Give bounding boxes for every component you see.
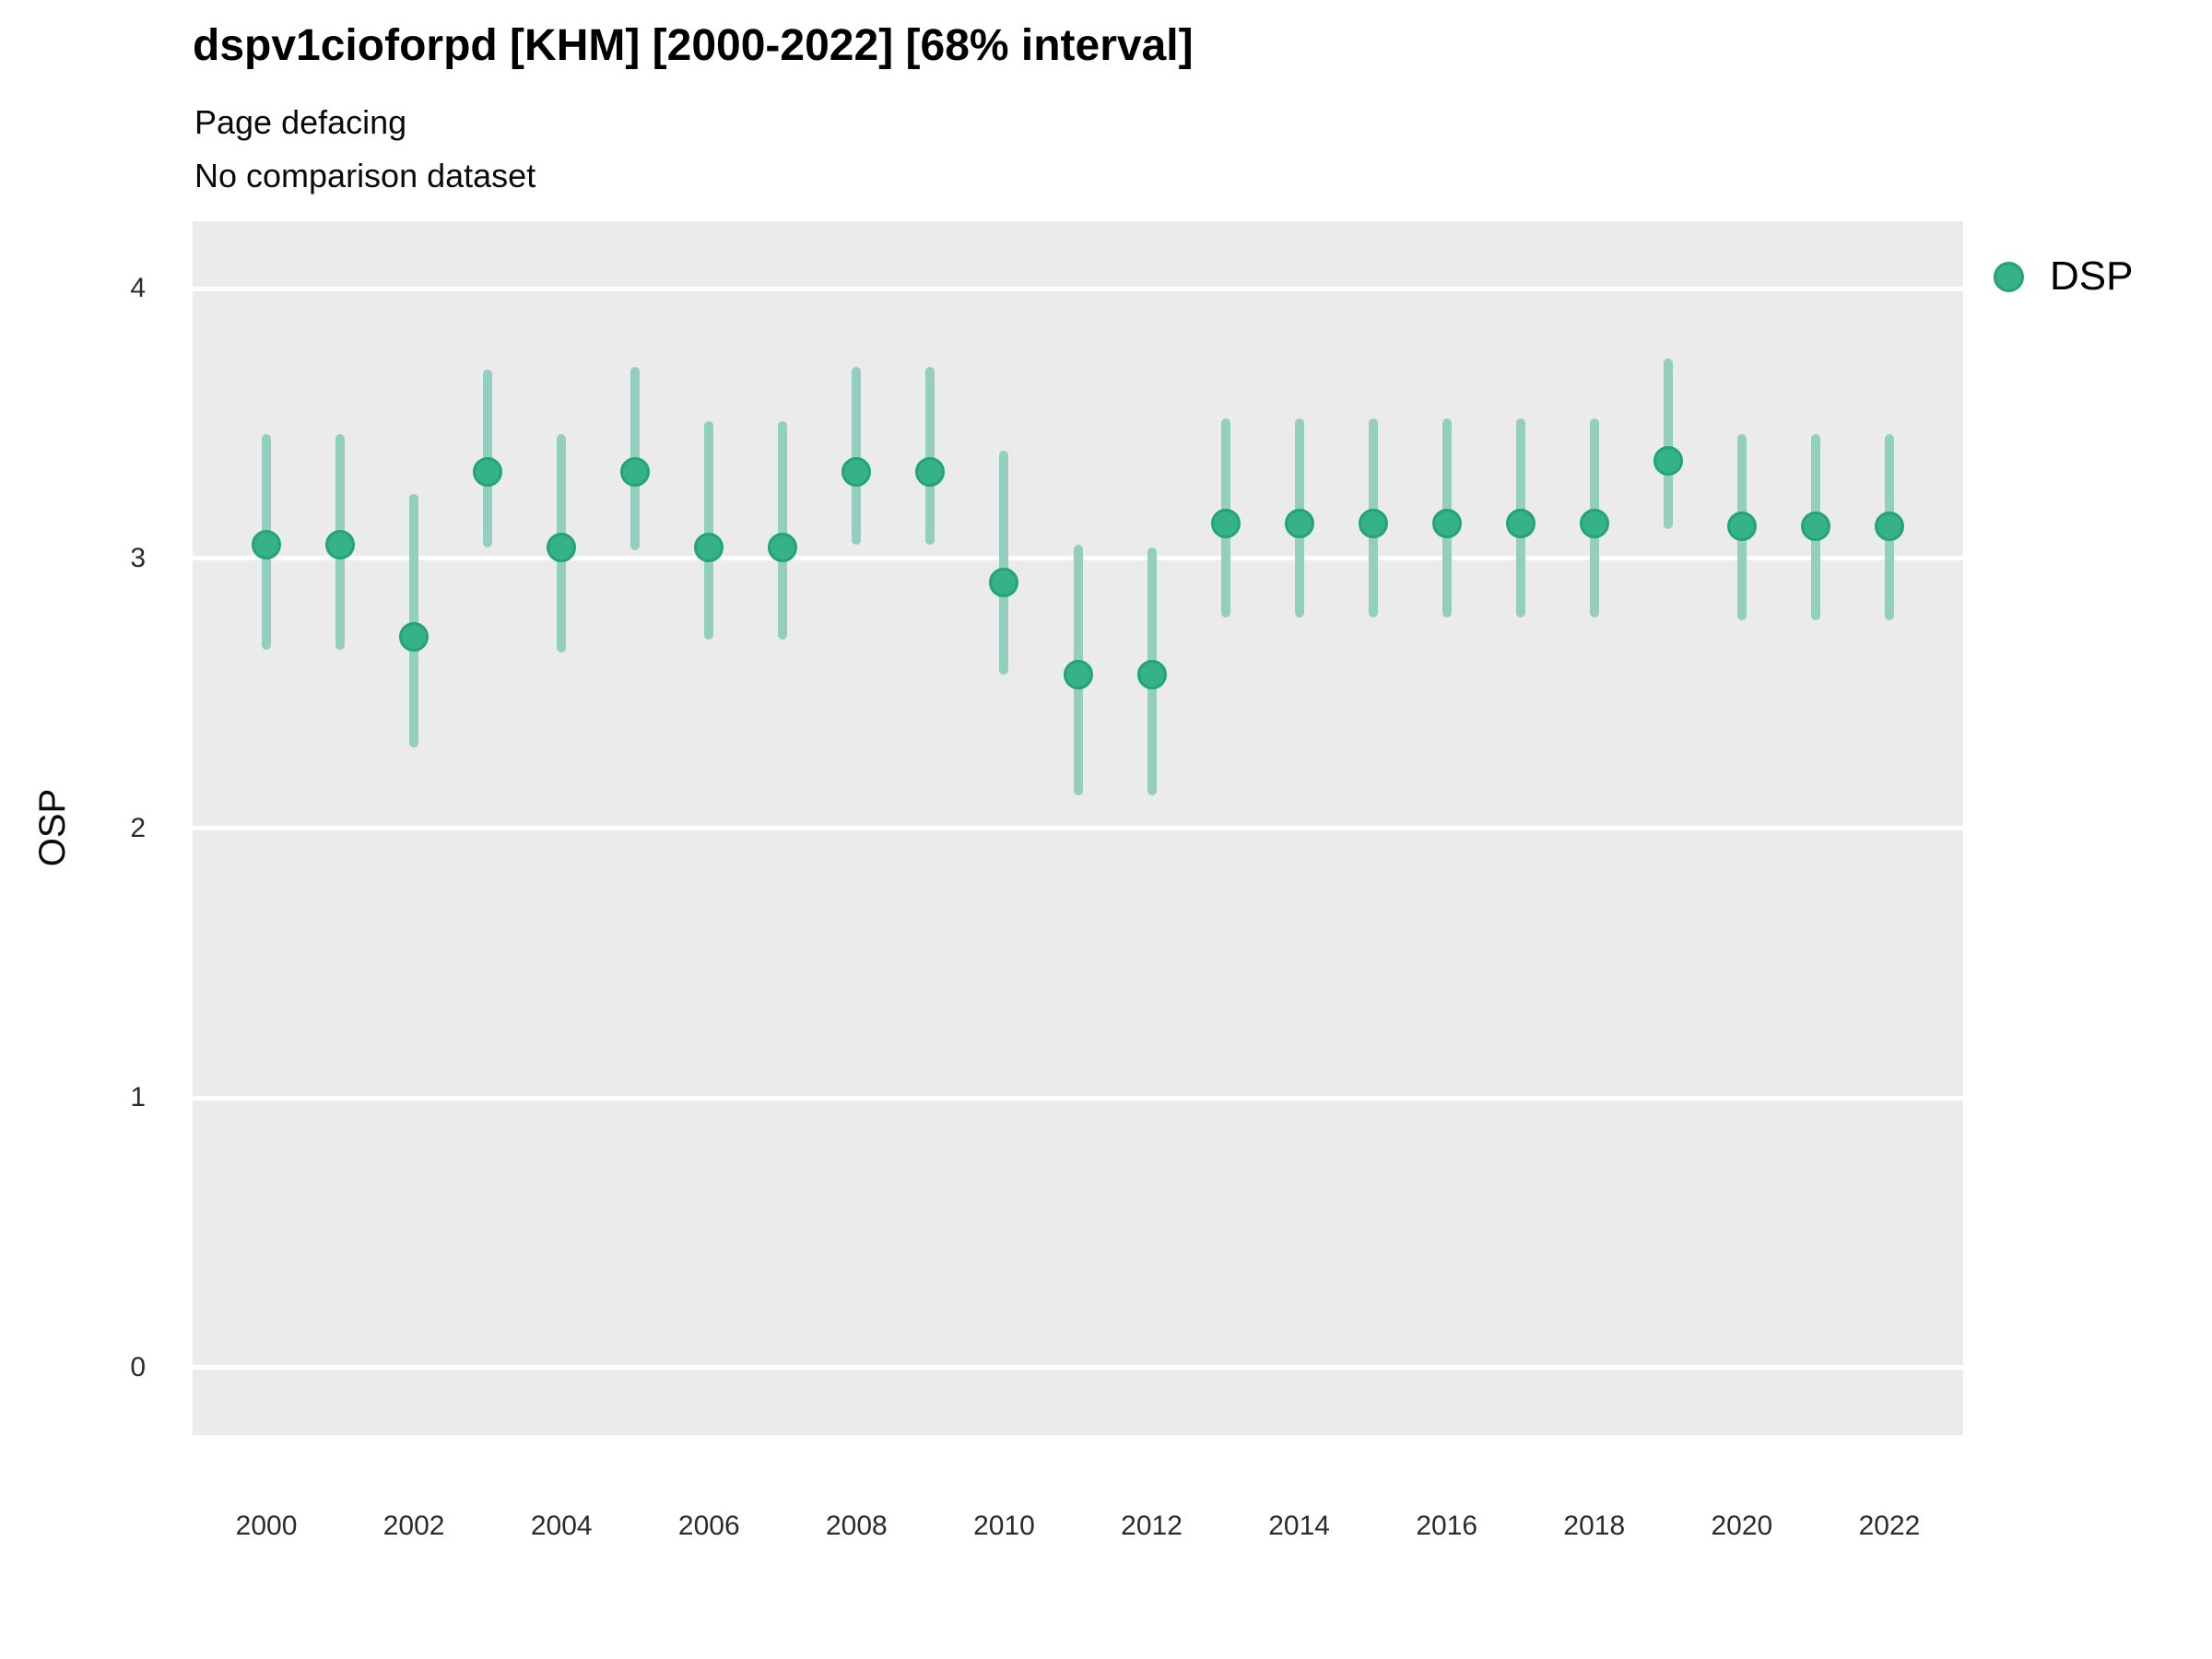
interval-line	[925, 367, 935, 546]
point-marker	[1136, 659, 1167, 689]
x-tick-label: 2020	[1711, 1511, 1773, 1541]
y-tick-label: 0	[130, 1351, 146, 1382]
gridline-y-4	[193, 286, 1963, 291]
y-tick-label: 4	[130, 273, 146, 304]
interval-line	[778, 420, 788, 640]
x-tick-label: 2002	[382, 1511, 445, 1541]
gridline-y-1	[193, 1095, 1963, 1100]
legend-point-icon	[1994, 261, 2024, 292]
interval-line	[852, 367, 862, 546]
point-marker	[989, 568, 1019, 598]
point-marker	[768, 533, 798, 563]
x-tick-label: 2000	[235, 1511, 298, 1541]
y-tick-label: 2	[130, 812, 146, 843]
chart-subtitle: Page defacing	[194, 103, 407, 141]
gridline-y-0	[193, 1365, 1963, 1371]
point-marker	[325, 530, 356, 560]
point-marker	[1653, 446, 1683, 477]
interval-line	[999, 450, 1009, 675]
x-tick-label: 2018	[1563, 1511, 1626, 1541]
point-marker	[1726, 511, 1757, 541]
interval-line	[704, 420, 714, 640]
interval-line	[409, 493, 419, 747]
gridline-y-2	[193, 826, 1963, 830]
plot-panel	[193, 221, 1963, 1435]
point-marker	[1579, 508, 1609, 538]
x-tick-label: 2016	[1416, 1511, 1478, 1541]
point-marker	[694, 533, 724, 563]
point-marker	[1874, 511, 1904, 541]
x-tick-label: 2010	[973, 1511, 1035, 1541]
x-tick-label: 2022	[1858, 1511, 1921, 1541]
comparison-note: No comparison dataset	[194, 157, 536, 194]
point-marker	[1431, 508, 1462, 538]
point-marker	[252, 530, 282, 560]
point-marker	[1505, 508, 1535, 538]
legend-label: DSP	[2050, 253, 2134, 299]
interval-line	[1663, 359, 1673, 529]
point-marker	[1063, 659, 1093, 689]
y-axis-title: OSP	[32, 788, 73, 867]
point-marker	[1800, 511, 1830, 541]
x-tick-label: 2012	[1121, 1511, 1182, 1541]
chart-title: dspv1cioforpd [KHM] [2000-2022] [68% int…	[193, 21, 1194, 70]
y-tick-label: 3	[130, 542, 146, 573]
point-marker	[547, 533, 577, 563]
point-marker	[473, 457, 503, 488]
legend: DSP	[1994, 254, 2133, 299]
x-tick-label: 2006	[677, 1511, 740, 1541]
point-marker	[399, 621, 429, 652]
point-marker	[841, 457, 872, 488]
point-marker	[915, 457, 946, 488]
point-marker	[620, 457, 651, 488]
x-tick-label: 2014	[1268, 1511, 1330, 1541]
y-tick-label: 1	[130, 1082, 146, 1113]
point-marker	[1284, 508, 1314, 538]
point-marker	[1210, 508, 1241, 538]
x-tick-label: 2008	[826, 1511, 888, 1541]
x-tick-label: 2004	[530, 1511, 593, 1541]
point-marker	[1358, 508, 1388, 538]
